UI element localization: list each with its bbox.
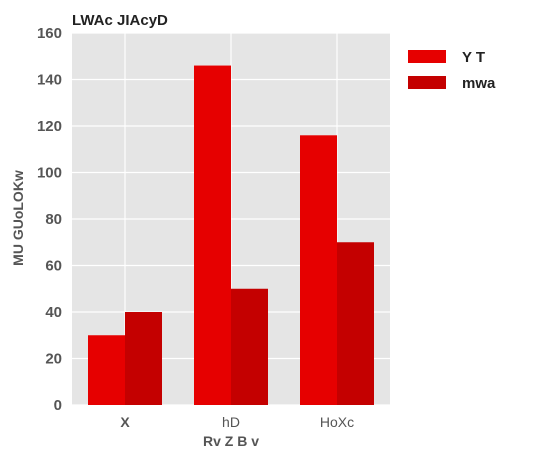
chart-title: LWAc JIAcyD (72, 12, 168, 29)
y-axis: 0 20 40 60 80 100 120 140 160 (37, 25, 62, 414)
y-tick-label: 20 (45, 351, 62, 368)
bar (231, 288, 268, 405)
bar (337, 242, 374, 405)
legend-swatch (408, 50, 446, 63)
legend-label: Y T (462, 49, 485, 66)
x-tick-label: hD (222, 414, 240, 430)
legend-label: mwa (462, 75, 496, 92)
y-axis-label: MU GUoLOKw (10, 170, 26, 266)
y-tick-label: 140 (37, 72, 62, 89)
bar (88, 335, 125, 405)
legend-swatch (408, 76, 446, 89)
y-tick-label: 40 (45, 304, 62, 321)
bar (194, 65, 231, 406)
y-tick-label: 80 (45, 211, 62, 228)
x-tick-label: HoXc (320, 414, 354, 430)
legend: Y T mwa (408, 49, 496, 92)
bar (300, 135, 337, 406)
y-tick-label: 120 (37, 118, 62, 135)
x-tick-label: X (120, 414, 130, 430)
bars (88, 65, 374, 406)
y-tick-label: 60 (45, 258, 62, 275)
bar (125, 312, 162, 405)
y-tick-label: 160 (37, 25, 62, 42)
x-axis-label: Rv Z B v (203, 433, 259, 449)
y-tick-label: 100 (37, 165, 62, 182)
y-tick-label: 0 (54, 397, 62, 414)
